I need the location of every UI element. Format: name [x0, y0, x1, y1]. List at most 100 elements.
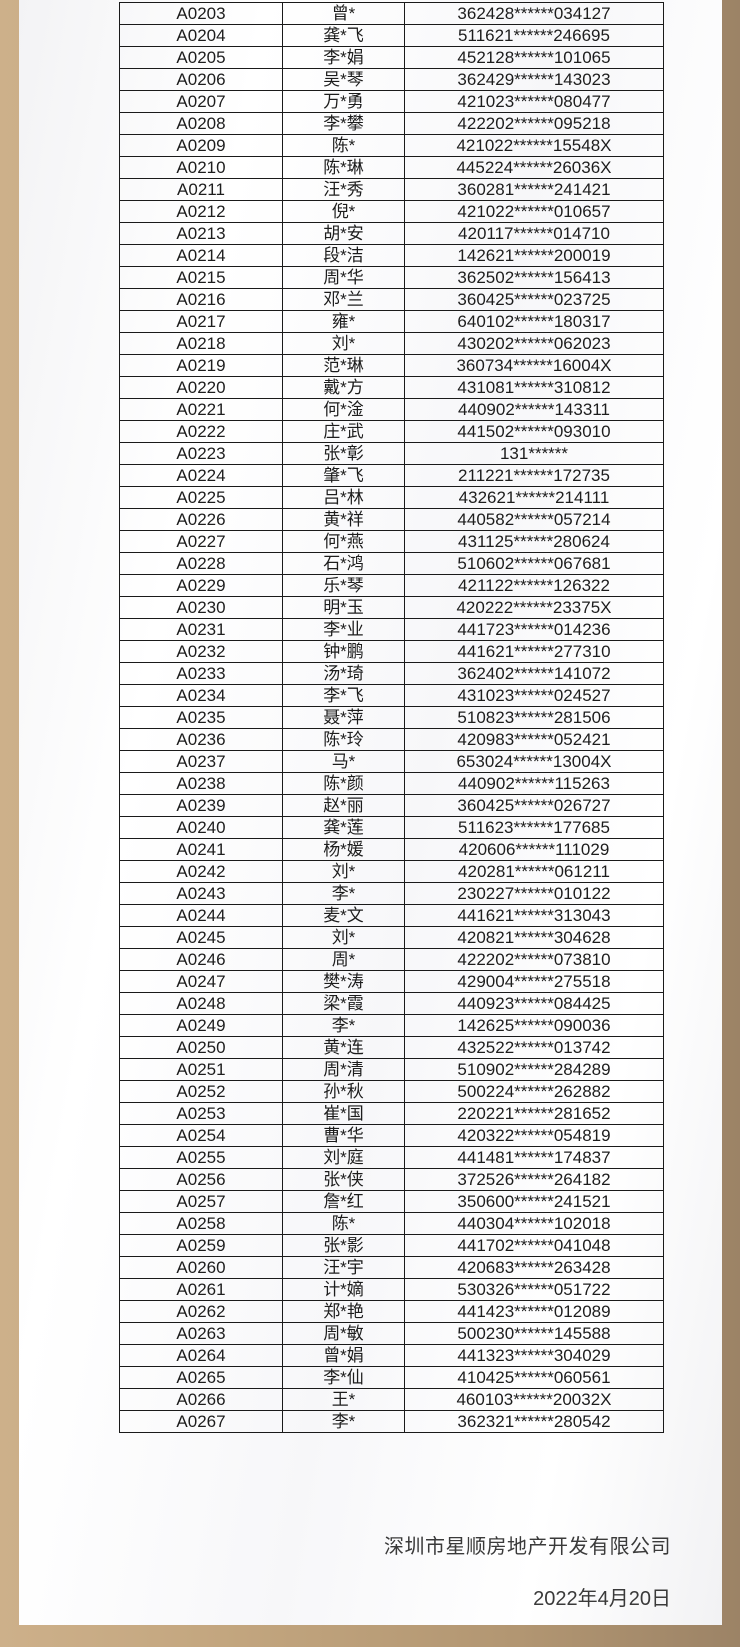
- serial-number-cell: A0256: [119, 1168, 283, 1191]
- id-number-cell: 421022******010657: [404, 200, 664, 223]
- name-cell: 樊*涛: [282, 970, 405, 993]
- name-cell: 龚*飞: [282, 24, 405, 47]
- id-number-cell: 220221******281652: [404, 1102, 664, 1125]
- table-row: A0238 陈*颜 440902******115263: [119, 772, 664, 795]
- name-cell: 汪*秀: [282, 178, 405, 201]
- serial-number-cell: A0218: [119, 332, 283, 355]
- company-name: 深圳市星顺房地产开发有限公司: [384, 1536, 671, 1558]
- id-number-cell: 440304******102018: [404, 1212, 664, 1235]
- serial-number-cell: A0221: [119, 398, 283, 421]
- id-number-cell: 431125******280624: [404, 530, 664, 553]
- table-row: A0203 曾* 362428******034127: [119, 2, 664, 25]
- id-number-cell: 429004******275518: [404, 970, 664, 993]
- serial-number-cell: A0244: [119, 904, 283, 927]
- serial-number-cell: A0266: [119, 1388, 283, 1411]
- id-number-cell: 372526******264182: [404, 1168, 664, 1191]
- serial-number-cell: A0230: [119, 596, 283, 619]
- id-number-cell: 420683******263428: [404, 1256, 664, 1279]
- name-cell: 李*飞: [282, 684, 405, 707]
- table-row: A0254 曹*华 420322******054819: [119, 1124, 664, 1147]
- name-cell: 曾*娟: [282, 1344, 405, 1367]
- serial-number-cell: A0220: [119, 376, 283, 399]
- serial-number-cell: A0261: [119, 1278, 283, 1301]
- table-row: A0267 李* 362321******280542: [119, 1410, 664, 1433]
- table-row: A0215 周*华 362502******156413: [119, 266, 664, 289]
- id-number-cell: 142621******200019: [404, 244, 664, 267]
- name-cell: 孙*秋: [282, 1080, 405, 1103]
- id-number-cell: 420322******054819: [404, 1124, 664, 1147]
- name-cell: 黄*连: [282, 1036, 405, 1059]
- table-row: A0210 陈*琳 445224******26036X: [119, 156, 664, 179]
- name-cell: 陈*玲: [282, 728, 405, 751]
- table-row: A0251 周*清 510902******284289: [119, 1058, 664, 1081]
- name-cell: 何*淦: [282, 398, 405, 421]
- id-number-cell: 360425******023725: [404, 288, 664, 311]
- id-number-cell: 445224******26036X: [404, 156, 664, 179]
- table-row: A0230 明*玉 420222******23375X: [119, 596, 664, 619]
- list-table: A0203 曾* 362428******034127 A0204 龚*飞 511621*…: [119, 2, 664, 1433]
- serial-number-cell: A0263: [119, 1322, 283, 1345]
- serial-number-cell: A0257: [119, 1190, 283, 1213]
- table-row: A0259 张*影 441702******041048: [119, 1234, 664, 1257]
- serial-number-cell: A0204: [119, 24, 283, 47]
- id-number-cell: 441323******304029: [404, 1344, 664, 1367]
- table-row: A0211 汪*秀 360281******241421: [119, 178, 664, 201]
- table-row: A0226 黄*祥 440582******057214: [119, 508, 664, 531]
- serial-number-cell: A0264: [119, 1344, 283, 1367]
- name-cell: 梁*霞: [282, 992, 405, 1015]
- name-cell: 张*影: [282, 1234, 405, 1257]
- name-cell: 刘*庭: [282, 1146, 405, 1169]
- name-cell: 石*鸿: [282, 552, 405, 575]
- name-cell: 刘*: [282, 332, 405, 355]
- table-row: A0247 樊*涛 429004******275518: [119, 970, 664, 993]
- serial-number-cell: A0234: [119, 684, 283, 707]
- table-row: A0256 张*侠 372526******264182: [119, 1168, 664, 1191]
- id-number-cell: 460103******20032X: [404, 1388, 664, 1411]
- id-number-cell: 360281******241421: [404, 178, 664, 201]
- name-cell: 麦*文: [282, 904, 405, 927]
- table-row: A0213 胡*安 420117******014710: [119, 222, 664, 245]
- id-number-cell: 441423******012089: [404, 1300, 664, 1323]
- table-row: A0224 肇*飞 211221******172735: [119, 464, 664, 487]
- name-cell: 王*: [282, 1388, 405, 1411]
- name-cell: 乐*琴: [282, 574, 405, 597]
- serial-number-cell: A0206: [119, 68, 283, 91]
- serial-number-cell: A0240: [119, 816, 283, 839]
- id-number-cell: 420606******111029: [404, 838, 664, 861]
- name-cell: 李*: [282, 882, 405, 905]
- id-number-cell: 441621******313043: [404, 904, 664, 927]
- serial-number-cell: A0232: [119, 640, 283, 663]
- serial-number-cell: A0235: [119, 706, 283, 729]
- id-number-cell: 360425******026727: [404, 794, 664, 817]
- serial-number-cell: A0212: [119, 200, 283, 223]
- id-number-cell: 510902******284289: [404, 1058, 664, 1081]
- table-row: A0245 刘* 420821******304628: [119, 926, 664, 949]
- name-cell: 曹*华: [282, 1124, 405, 1147]
- issue-date: 2022年4月20日: [533, 1588, 671, 1610]
- id-number-cell: 452128******101065: [404, 46, 664, 69]
- serial-number-cell: A0215: [119, 266, 283, 289]
- id-number-cell: 362502******156413: [404, 266, 664, 289]
- serial-number-cell: A0249: [119, 1014, 283, 1037]
- table-row: A0265 李*仙 410425******060561: [119, 1366, 664, 1389]
- serial-number-cell: A0226: [119, 508, 283, 531]
- table-row: A0246 周* 422202******073810: [119, 948, 664, 971]
- table-row: A0243 李* 230227******010122: [119, 882, 664, 905]
- serial-number-cell: A0207: [119, 90, 283, 113]
- serial-number-cell: A0253: [119, 1102, 283, 1125]
- id-number-cell: 441481******174837: [404, 1146, 664, 1169]
- serial-number-cell: A0250: [119, 1036, 283, 1059]
- table-row: A0241 杨*媛 420606******111029: [119, 838, 664, 861]
- table-row: A0235 聂*萍 510823******281506: [119, 706, 664, 729]
- name-cell: 李*娟: [282, 46, 405, 69]
- table-row: A0255 刘*庭 441481******174837: [119, 1146, 664, 1169]
- id-number-cell: 440902******115263: [404, 772, 664, 795]
- table-row: A0258 陈* 440304******102018: [119, 1212, 664, 1235]
- table-row: A0216 邓*兰 360425******023725: [119, 288, 664, 311]
- id-number-cell: 362428******034127: [404, 2, 664, 25]
- name-cell: 詹*红: [282, 1190, 405, 1213]
- table-row: A0234 李*飞 431023******024527: [119, 684, 664, 707]
- table-row: A0214 段*洁 142621******200019: [119, 244, 664, 267]
- table-row: A0250 黄*连 432522******013742: [119, 1036, 664, 1059]
- id-number-cell: 440902******143311: [404, 398, 664, 421]
